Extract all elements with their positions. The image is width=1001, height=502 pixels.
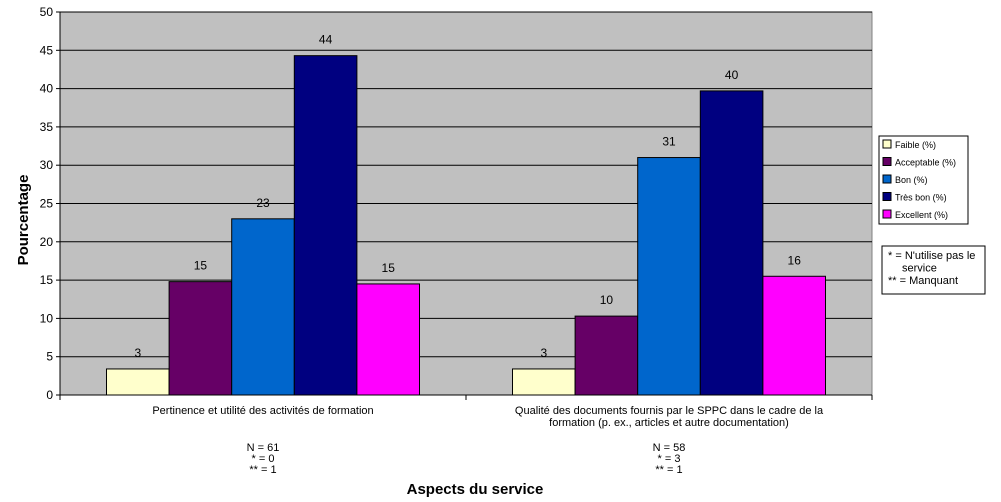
category-label: Pertinence et utilité des activités de f…: [152, 405, 373, 417]
bar: [574, 315, 639, 396]
data-label: 3: [540, 346, 547, 360]
y-tick-label: 15: [40, 273, 54, 287]
bar: [637, 157, 701, 396]
bar: [231, 218, 295, 396]
legend-swatch: [882, 192, 892, 201]
y-tick-label: 5: [46, 350, 53, 364]
y-tick-label: 20: [40, 235, 54, 249]
x-axis-title: Aspects du service: [407, 481, 544, 498]
y-axis: 0 5 10 15 20 25 30 35 40 45 50: [40, 5, 61, 402]
category-label: formation (p. ex., articles et autre doc…: [549, 417, 789, 429]
footnote-line: ** = Manquant: [888, 275, 958, 287]
y-axis-title: Pourcentage: [15, 175, 32, 266]
footnote-line: service: [902, 263, 937, 275]
bar: [106, 368, 170, 396]
x-axis: Pertinence et utilité des activités de f…: [59, 394, 873, 476]
legend-swatch: [882, 209, 892, 219]
data-label: 31: [662, 135, 676, 149]
category-note: ** = 1: [249, 464, 276, 476]
legend-label: Très bon (%): [895, 193, 947, 203]
data-label: 16: [788, 253, 802, 267]
y-tick-label: 10: [40, 311, 54, 325]
legend-swatch: [882, 139, 892, 149]
data-label: 10: [600, 293, 614, 307]
data-label: 15: [194, 259, 208, 273]
bar: [293, 55, 358, 396]
category-note: ** = 1: [655, 464, 682, 476]
y-tick-label: 50: [40, 5, 54, 19]
bar: [512, 368, 576, 396]
legend: Faible (%) Acceptable (%) Bon (%) Très bon …: [878, 135, 969, 225]
y-tick-label: 40: [40, 82, 54, 96]
bar: [699, 90, 764, 396]
bar: [356, 283, 420, 396]
legend-box: [878, 135, 969, 225]
legend-label: Acceptable (%): [895, 158, 956, 168]
data-label: 23: [256, 196, 270, 210]
y-tick-label: 45: [40, 43, 54, 57]
category-note: * = 3: [658, 453, 681, 465]
footnote-border: [881, 245, 986, 295]
data-label: 3: [134, 346, 141, 360]
y-tick-label: 25: [40, 197, 54, 211]
legend-label: Faible (%): [895, 140, 936, 150]
legend-swatch: [882, 157, 892, 166]
y-tick-label: 0: [46, 388, 53, 402]
category-note: * = 0: [252, 453, 275, 465]
y-tick-label: 35: [40, 120, 54, 134]
category-note: N = 61: [247, 442, 280, 454]
category-label: Qualité des documents fournis par le SPP…: [515, 405, 824, 417]
legend-label: Excellent (%): [895, 210, 948, 220]
legend-swatch: [882, 174, 892, 184]
footnote-line: * = N'utilise pas le: [888, 250, 975, 262]
y-tick-label: 30: [40, 158, 54, 172]
data-label: 15: [382, 261, 396, 275]
category-note: N = 58: [653, 442, 686, 454]
data-label: 40: [725, 68, 739, 82]
legend-label: Bon (%): [895, 175, 928, 185]
bar: [762, 275, 827, 396]
bar: [168, 281, 233, 396]
bars: 3 15 23 44 15 3 10 31 40 16: [106, 33, 827, 396]
data-label: 44: [319, 33, 333, 47]
